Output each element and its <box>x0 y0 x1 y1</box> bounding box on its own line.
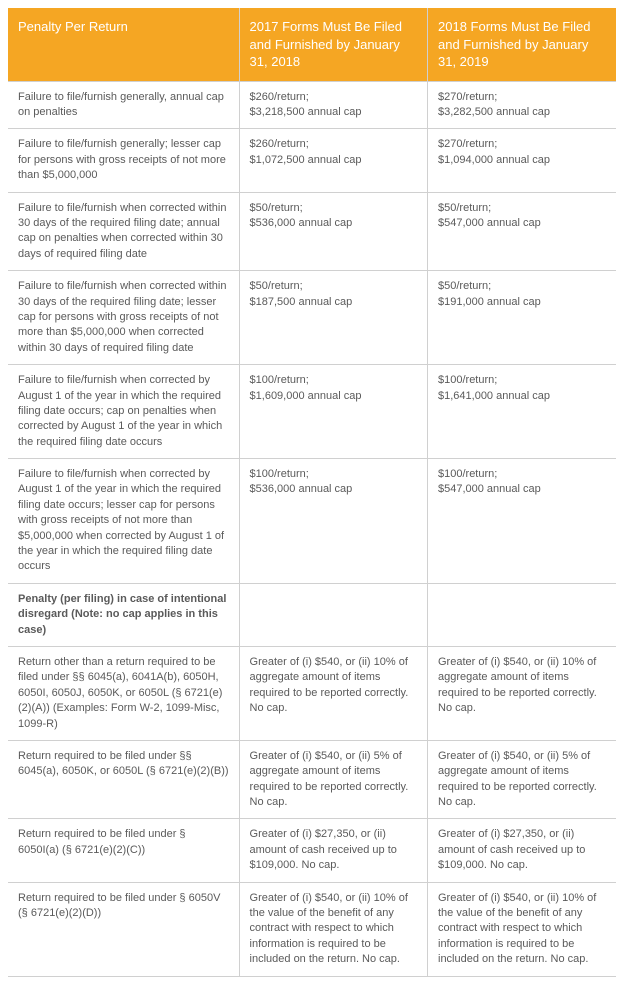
cell-2017: Greater of (i) $27,350, or (ii) amount o… <box>239 819 427 882</box>
cell-penalty: Return other than a return required to b… <box>8 646 239 740</box>
cell-2018: Greater of (i) $540, or (ii) 5% of aggre… <box>428 740 617 819</box>
cell-2018: $100/return; $1,641,000 annual cap <box>428 365 617 459</box>
table-row: Return other than a return required to b… <box>8 646 616 740</box>
cell-2018: $100/return; $547,000 annual cap <box>428 459 617 584</box>
table-row: Failure to file/furnish when corrected w… <box>8 271 616 365</box>
cell-2018: $50/return; $547,000 annual cap <box>428 192 617 271</box>
cell-penalty: Failure to file/furnish when corrected w… <box>8 271 239 365</box>
cell-penalty: Return required to be filed under § 6050… <box>8 882 239 976</box>
cell-2018: Greater of (i) $540, or (ii) 10% of aggr… <box>428 646 617 740</box>
cell-2018: $50/return; $191,000 annual cap <box>428 271 617 365</box>
cell-2017: $260/return; $3,218,500 annual cap <box>239 81 427 129</box>
cell-penalty: Failure to file/furnish when corrected w… <box>8 192 239 271</box>
cell-penalty: Failure to file/furnish generally; lesse… <box>8 129 239 192</box>
col-header-penalty: Penalty Per Return <box>8 8 239 81</box>
table-body: Failure to file/furnish generally, annua… <box>8 81 616 976</box>
cell-2017: Greater of (i) $540, or (ii) 10% of aggr… <box>239 646 427 740</box>
table-row: Failure to file/furnish when corrected w… <box>8 192 616 271</box>
cell-2017: $50/return; $187,500 annual cap <box>239 271 427 365</box>
cell-penalty: Return required to be filed under §§ 604… <box>8 740 239 819</box>
cell-2018: $270/return; $3,282,500 annual cap <box>428 81 617 129</box>
cell-penalty: Failure to file/furnish when corrected b… <box>8 459 239 584</box>
table-row: Return required to be filed under § 6050… <box>8 882 616 976</box>
col-header-2018: 2018 Forms Must Be Filed and Furnished b… <box>428 8 617 81</box>
penalty-table: Penalty Per Return 2017 Forms Must Be Fi… <box>8 8 616 977</box>
table-row: Failure to file/furnish generally; lesse… <box>8 129 616 192</box>
table-row: Failure to file/furnish when corrected b… <box>8 365 616 459</box>
cell-penalty: Failure to file/furnish generally, annua… <box>8 81 239 129</box>
cell-2018: Greater of (i) $27,350, or (ii) amount o… <box>428 819 617 882</box>
col-header-2017: 2017 Forms Must Be Filed and Furnished b… <box>239 8 427 81</box>
table-row: Return required to be filed under §§ 604… <box>8 740 616 819</box>
table-header: Penalty Per Return 2017 Forms Must Be Fi… <box>8 8 616 81</box>
cell-2017: $50/return; $536,000 annual cap <box>239 192 427 271</box>
table-row: Return required to be filed under § 6050… <box>8 819 616 882</box>
cell-2018: $270/return; $1,094,000 annual cap <box>428 129 617 192</box>
cell-2017: $100/return; $1,609,000 annual cap <box>239 365 427 459</box>
cell-2017: Greater of (i) $540, or (ii) 5% of aggre… <box>239 740 427 819</box>
table-row: Failure to file/furnish generally, annua… <box>8 81 616 129</box>
cell-penalty: Penalty (per filing) in case of intentio… <box>8 583 239 646</box>
cell-2017: $260/return; $1,072,500 annual cap <box>239 129 427 192</box>
table-row: Failure to file/furnish when corrected b… <box>8 459 616 584</box>
cell-penalty: Return required to be filed under § 6050… <box>8 819 239 882</box>
cell-2017 <box>239 583 427 646</box>
cell-2018 <box>428 583 617 646</box>
cell-penalty: Failure to file/furnish when corrected b… <box>8 365 239 459</box>
table-row: Penalty (per filing) in case of intentio… <box>8 583 616 646</box>
cell-2018: Greater of (i) $540, or (ii) 10% of the … <box>428 882 617 976</box>
cell-2017: $100/return; $536,000 annual cap <box>239 459 427 584</box>
cell-2017: Greater of (i) $540, or (ii) 10% of the … <box>239 882 427 976</box>
